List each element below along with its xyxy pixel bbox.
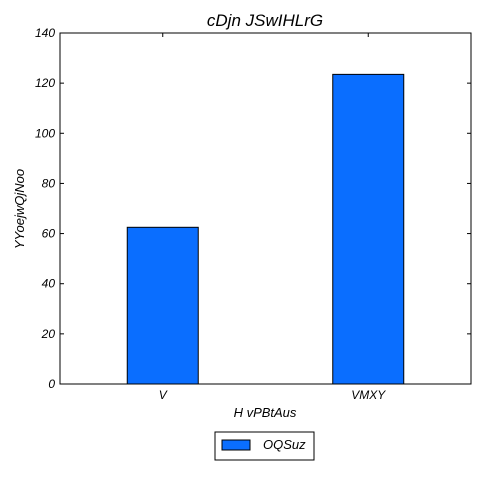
legend: OQSuz (214, 431, 315, 461)
chart-title: cDjn JSwIHLrG (207, 11, 323, 30)
x-axis-label: H vPBtAus (234, 405, 297, 420)
y-tick-label: 20 (41, 327, 56, 341)
y-tick-label: 40 (42, 277, 56, 291)
y-tick-label: 0 (48, 377, 55, 391)
bar-vmxy (332, 73, 405, 385)
plot-area-frame (59, 32, 472, 385)
y-tick-label: 80 (42, 176, 56, 190)
y-axis-label: YYoejwQjNoo (12, 169, 27, 249)
x-tick-label: VMXY (351, 388, 386, 402)
y-tick-label: 60 (42, 227, 56, 241)
legend-swatch (221, 439, 251, 451)
x-axis-ticks: V VMXY (159, 33, 386, 402)
legend-label: OQSuz (263, 437, 306, 452)
y-axis-ticks: 0 20 40 60 80 100 120 140 (35, 26, 471, 391)
bar-v (126, 226, 199, 385)
x-tick-label: V (159, 388, 168, 402)
y-tick-label: 140 (35, 26, 55, 40)
bar-series (126, 73, 405, 385)
y-tick-label: 120 (35, 76, 55, 90)
y-tick-label: 100 (35, 126, 55, 140)
